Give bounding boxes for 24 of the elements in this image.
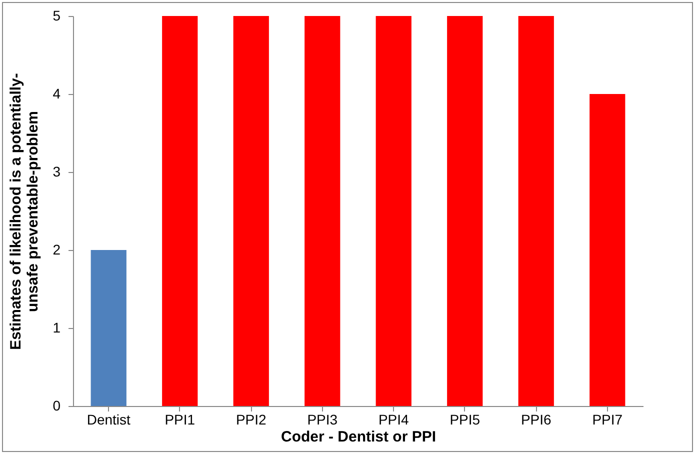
x-axis-title: Coder - Dentist or PPI: [280, 428, 436, 446]
bar: [590, 94, 626, 406]
x-tick-label: PPI2: [236, 412, 267, 428]
x-tick-label: PPI7: [592, 412, 623, 428]
x-tick-label: Dentist: [86, 412, 131, 428]
x-tick-label: PPI1: [164, 412, 196, 428]
bar: [304, 16, 340, 406]
x-tick-label: PPI5: [450, 412, 480, 428]
y-tick-label: 4: [52, 86, 61, 102]
bar: [447, 16, 483, 406]
bar: [376, 16, 412, 406]
bar: [90, 250, 126, 406]
bar: [518, 16, 554, 406]
y-tick-label: 1: [52, 320, 61, 336]
y-tick-label: 5: [52, 8, 61, 24]
bar: [233, 16, 269, 406]
y-tick-label: 3: [52, 164, 61, 180]
bar: [162, 16, 198, 406]
y-tick-label: 2: [52, 242, 61, 258]
y-axis-title: Estimates of likelihood is a potentially-unsafe preventable-problem: [8, 73, 42, 350]
x-tick-label: PPI6: [520, 412, 552, 428]
y-tick-label: 0: [52, 398, 61, 414]
x-tick-label: PPI4: [378, 412, 410, 428]
x-tick-label: PPI3: [307, 412, 338, 428]
